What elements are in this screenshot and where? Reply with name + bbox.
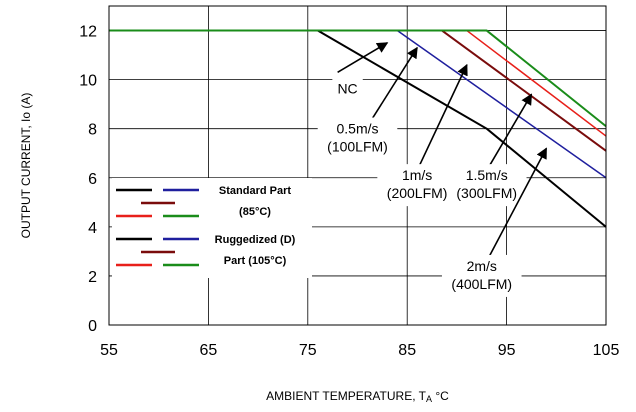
x-axis-title-unit: °C <box>432 389 449 403</box>
callout-label: (400LFM) <box>451 276 512 292</box>
callout-label: 2m/s <box>467 258 497 274</box>
callout-arrow <box>337 42 389 73</box>
callout-label: 1m/s <box>402 167 432 183</box>
callout-box <box>441 254 522 297</box>
legend-label: Part (105°C) <box>224 255 287 267</box>
x-tick-label: 85 <box>398 342 416 359</box>
callout-label: (100LFM) <box>327 139 388 155</box>
callout-label: (200LFM) <box>387 185 448 201</box>
legend-box <box>112 178 312 278</box>
x-axis-title: AMBIENT TEMPERATURE, TA °C <box>266 389 449 404</box>
callout-box <box>446 164 527 207</box>
callout-arrow <box>366 46 418 127</box>
callout-label: NC <box>337 80 357 96</box>
callout-arrow <box>416 63 468 171</box>
y-tick-label: 0 <box>88 318 97 335</box>
x-tick-label: 75 <box>299 342 317 359</box>
legend-label: Standard Part <box>219 185 291 197</box>
x-tick-label: 105 <box>593 342 620 359</box>
y-tick-label: 6 <box>88 171 97 188</box>
callout-label: (300LFM) <box>456 185 517 201</box>
y-tick-label: 10 <box>79 73 97 90</box>
x-tick-label: 95 <box>498 342 516 359</box>
y-tick-label: 8 <box>88 122 97 139</box>
callout-label: 1.5m/s <box>466 167 508 183</box>
y-axis-title: OUTPUT CURRENT, Io (A) <box>19 93 33 239</box>
callout-box <box>317 117 398 160</box>
y-tick-label: 12 <box>79 24 97 41</box>
callout-box <box>332 77 363 102</box>
legend-label: (85°C) <box>239 206 271 218</box>
series-layer <box>109 29 607 228</box>
x-axis-title-main: AMBIENT TEMPERATURE, T <box>266 389 426 403</box>
callout-label: 0.5m/s <box>336 121 378 137</box>
x-tick-label: 65 <box>200 342 218 359</box>
x-axis-title-subscript: A <box>426 394 432 404</box>
y-tick-label: 4 <box>88 220 97 237</box>
x-tick-label: 55 <box>100 342 118 359</box>
callout-arrow <box>486 93 533 171</box>
legend: Standard Part (85°C) Ruggedized (D) Part (1… <box>112 178 312 278</box>
y-tick-label: 2 <box>88 269 97 286</box>
tick-labels: 55 65 75 85 95 105 0 2 4 6 8 10 12 <box>79 24 619 359</box>
legend-label: Ruggedized (D) <box>215 234 296 246</box>
callout-arrow <box>486 147 548 262</box>
plot-frame <box>108 5 607 326</box>
series-line-5 <box>109 29 607 128</box>
callouts: NC 0.5m/s (100LFM) 1m/s (200LFM) 1.5m/s (300LF… <box>317 42 548 297</box>
callout-box <box>377 164 457 207</box>
